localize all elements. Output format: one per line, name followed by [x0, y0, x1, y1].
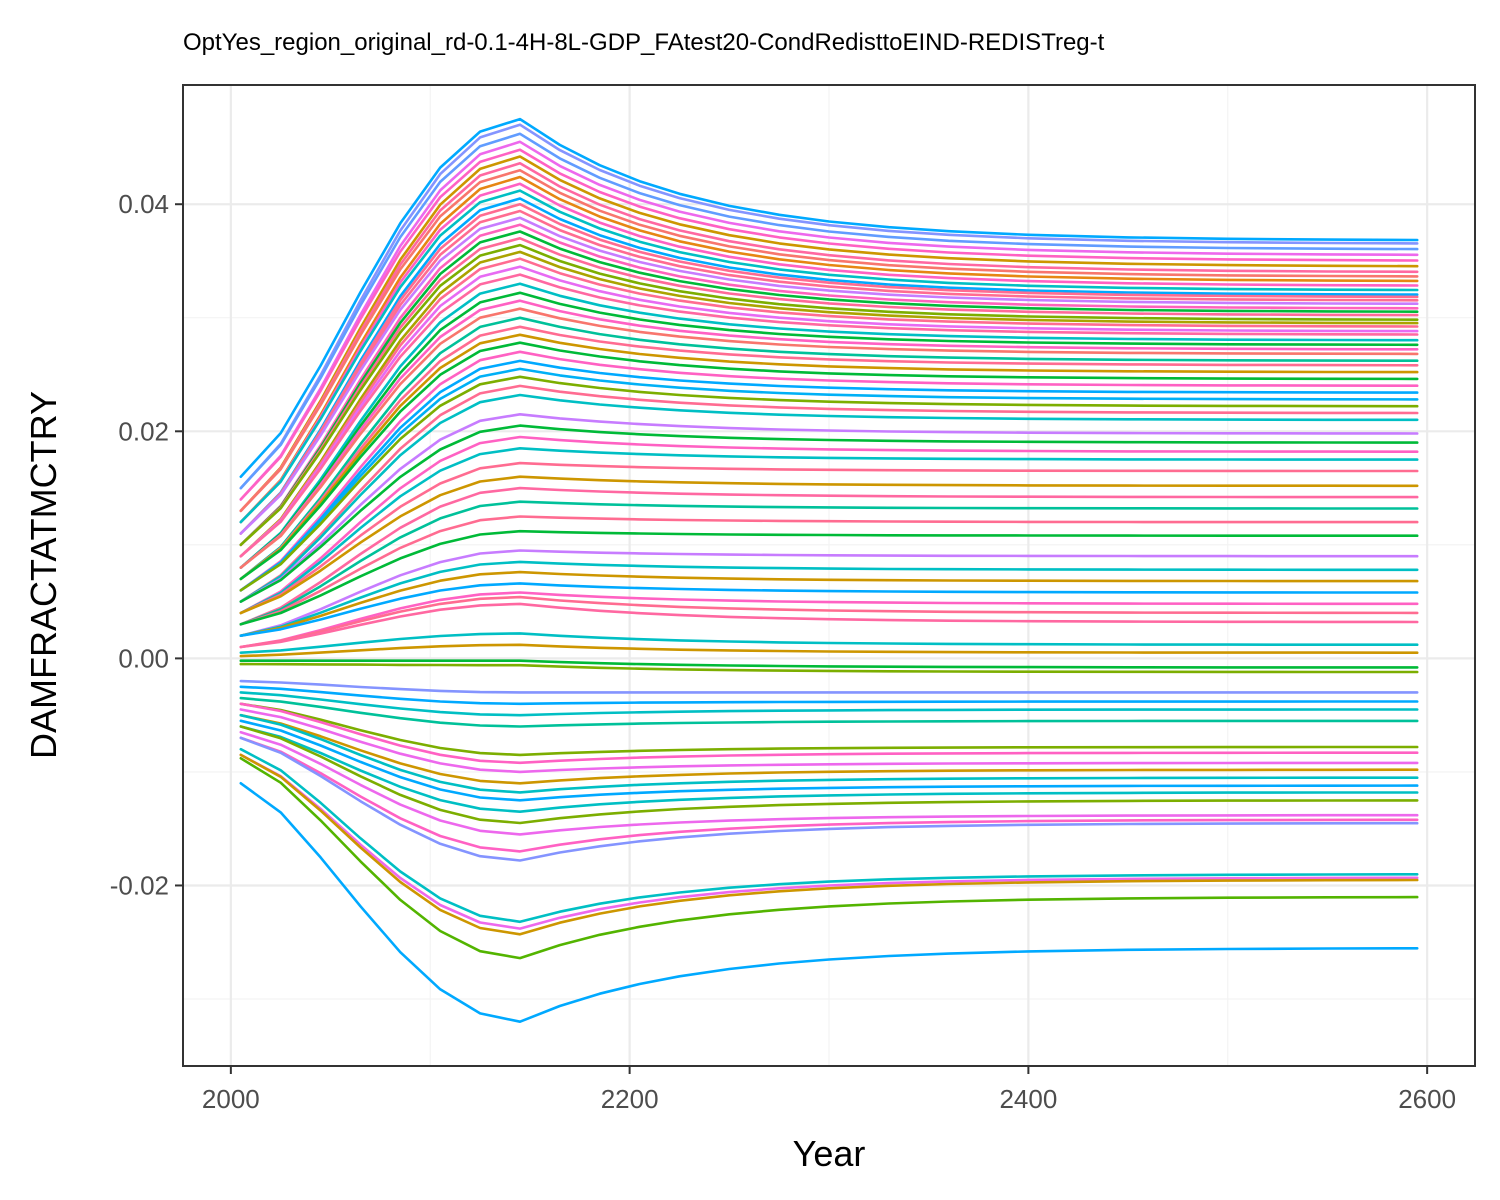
series-line — [239, 679, 1419, 694]
series-line — [239, 424, 1419, 603]
plot-panel-border — [182, 84, 1476, 1067]
axes: 2000 2200 2400 2600 -0.02 0.00 0.02 0.04 — [110, 189, 1456, 1114]
series-line — [239, 549, 1419, 638]
series-line — [239, 595, 1419, 649]
series-line — [239, 316, 1419, 581]
series-line — [239, 500, 1419, 626]
series-line — [239, 123, 1419, 490]
y-tick-label: -0.02 — [110, 870, 169, 900]
series-line — [239, 602, 1419, 649]
series-line — [239, 230, 1419, 547]
series-line — [239, 237, 1419, 547]
x-tick-label: 2200 — [601, 1084, 659, 1114]
series-line — [239, 216, 1419, 535]
series-line — [239, 570, 1419, 638]
series-line — [239, 446, 1419, 615]
series-line — [239, 713, 1419, 785]
series-line — [239, 325, 1419, 581]
series-line — [239, 591, 1419, 649]
series-line — [239, 257, 1419, 558]
series-line — [239, 486, 1419, 626]
series-line — [239, 162, 1419, 513]
series-line — [239, 643, 1419, 658]
x-tick-label: 2400 — [999, 1084, 1057, 1114]
series-line — [239, 148, 1419, 501]
series-line — [239, 367, 1419, 592]
series-line — [239, 202, 1419, 535]
series-line — [239, 756, 1419, 960]
series-line — [239, 560, 1419, 638]
series-line — [239, 719, 1419, 802]
chart-title: OptYes_region_original_rd-0.1-4H-8L-GDP_… — [183, 29, 1105, 56]
series-line — [239, 243, 1419, 547]
series-line — [239, 350, 1419, 592]
series-line — [239, 140, 1419, 501]
series-line — [239, 168, 1419, 513]
series-line — [239, 753, 1419, 930]
series-line — [239, 747, 1419, 924]
x-tick-label: 2000 — [202, 1084, 260, 1114]
y-tick-label: 0.00 — [118, 643, 169, 673]
series-line — [239, 702, 1419, 757]
series-line — [239, 182, 1419, 524]
series-line — [239, 702, 1419, 765]
y-tick-label: 0.02 — [118, 416, 169, 446]
series-line — [239, 475, 1419, 615]
x-axis-title: Year — [793, 1133, 866, 1174]
series-line — [239, 132, 1419, 490]
series-line — [239, 197, 1419, 535]
y-axis-title: DAMFRACTATMCTRY — [23, 391, 64, 759]
series-line — [239, 632, 1419, 655]
series-line — [239, 189, 1419, 524]
series-line — [239, 753, 1419, 936]
series-line — [239, 713, 1419, 794]
series-lines — [239, 117, 1419, 1024]
series-line — [239, 736, 1419, 862]
series-line — [239, 662, 1419, 674]
series-line — [239, 223, 1419, 547]
series-line — [239, 359, 1419, 592]
series-line — [239, 736, 1419, 853]
series-line — [239, 691, 1419, 717]
series-line — [239, 265, 1419, 558]
series-line — [239, 291, 1419, 569]
series-line — [239, 209, 1419, 535]
series-line — [239, 730, 1419, 836]
series-line — [239, 393, 1419, 603]
series-line — [239, 250, 1419, 558]
series-line — [239, 155, 1419, 513]
series-line — [239, 659, 1419, 669]
series-line — [239, 515, 1419, 626]
series-line — [239, 461, 1419, 615]
series-line — [239, 333, 1419, 581]
series-line — [239, 375, 1419, 592]
series-line — [239, 273, 1419, 558]
series-line — [239, 781, 1419, 1024]
series-line — [239, 708, 1419, 774]
series-line — [239, 341, 1419, 581]
series-line — [239, 435, 1419, 615]
series-line — [239, 725, 1419, 825]
series-line — [239, 412, 1419, 603]
x-tick-label: 2600 — [1398, 1084, 1456, 1114]
series-line — [239, 582, 1419, 638]
series-line — [239, 685, 1419, 706]
series-line — [239, 307, 1419, 569]
series-line — [239, 282, 1419, 569]
series-line — [239, 725, 1419, 814]
series-line — [239, 696, 1419, 728]
series-line — [239, 529, 1419, 626]
series-line — [239, 299, 1419, 569]
y-tick-label: 0.04 — [118, 189, 169, 219]
series-line — [239, 175, 1419, 524]
series-line — [239, 384, 1419, 603]
series-line — [239, 117, 1419, 479]
